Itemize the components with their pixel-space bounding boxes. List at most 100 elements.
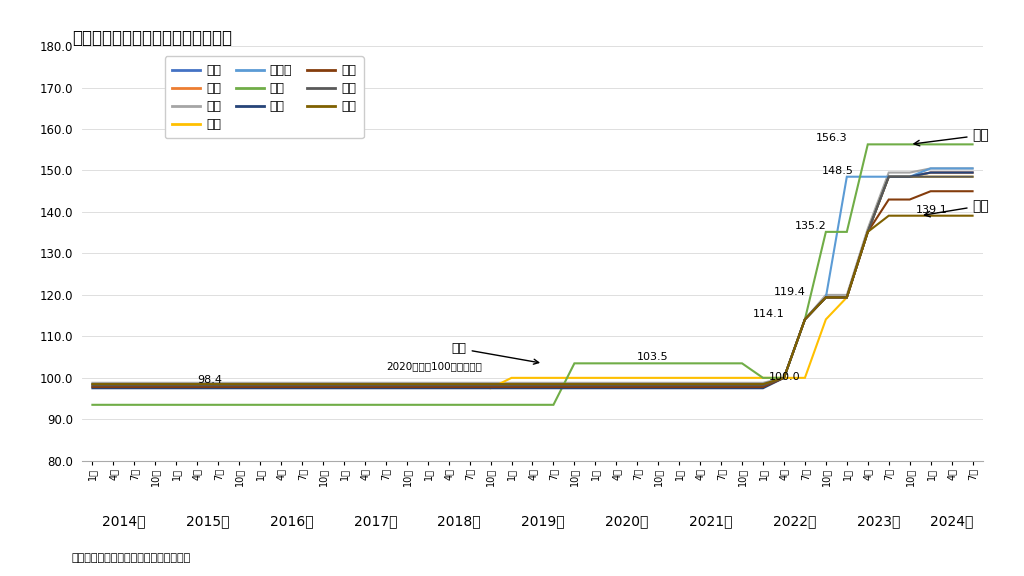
大阪: [778, 374, 791, 381]
那覇: [128, 381, 140, 388]
新潟: [883, 173, 895, 180]
福岡: [274, 382, 287, 389]
名古屋: [568, 381, 581, 388]
仙台: [170, 381, 182, 388]
高松: [232, 384, 245, 391]
福岡: [715, 382, 727, 389]
名古屋: [652, 381, 665, 388]
福岡: [757, 382, 769, 389]
新潟: [358, 381, 371, 388]
広島: [547, 385, 559, 392]
札幌: [296, 382, 308, 389]
高松: [631, 384, 643, 391]
福岡: [673, 382, 685, 389]
札幌: [778, 374, 791, 381]
高松: [150, 384, 162, 391]
広島: [400, 385, 413, 392]
広島: [422, 385, 434, 392]
大阪: [757, 374, 769, 381]
東京: [967, 165, 979, 172]
福岡: [631, 382, 643, 389]
那覇: [526, 381, 539, 388]
東京: [715, 380, 727, 386]
東京: [925, 165, 937, 172]
仙台: [526, 381, 539, 388]
新潟: [442, 381, 455, 388]
東京: [631, 380, 643, 386]
那覇: [400, 381, 413, 388]
仙台: [464, 381, 476, 388]
札幌: [610, 382, 623, 389]
那覇: [568, 381, 581, 388]
仙台: [903, 173, 915, 180]
仙台: [150, 381, 162, 388]
高松: [338, 384, 350, 391]
広島: [380, 385, 392, 392]
広島: [820, 294, 833, 301]
大阪: [903, 141, 915, 148]
仙台: [883, 173, 895, 180]
高松: [108, 384, 120, 391]
新潟: [380, 381, 392, 388]
Line: 広島: 広島: [92, 173, 973, 388]
高松: [945, 188, 957, 195]
東京: [464, 380, 476, 386]
仙台: [547, 381, 559, 388]
那覇: [191, 381, 204, 388]
福岡: [442, 382, 455, 389]
Text: 139.1: 139.1: [916, 205, 948, 215]
札幌: [150, 382, 162, 389]
大阪: [945, 141, 957, 148]
仙台: [610, 381, 623, 388]
大阪: [861, 141, 873, 148]
新潟: [296, 381, 308, 388]
名古屋: [967, 165, 979, 172]
新潟: [861, 229, 873, 236]
東京: [254, 380, 266, 386]
新潟: [799, 374, 811, 381]
広島: [191, 385, 204, 392]
東京: [547, 380, 559, 386]
那覇: [903, 212, 915, 219]
福岡: [799, 316, 811, 323]
大阪: [442, 401, 455, 408]
高松: [861, 229, 873, 236]
Text: 2020年度＝100とした指数: 2020年度＝100とした指数: [386, 362, 481, 372]
札幌: [380, 382, 392, 389]
名古屋: [610, 381, 623, 388]
広島: [464, 385, 476, 392]
高松: [212, 384, 224, 391]
名古屋: [799, 316, 811, 323]
札幌: [464, 382, 476, 389]
札幌: [128, 382, 140, 389]
広島: [778, 374, 791, 381]
福岡: [861, 229, 873, 236]
広島: [86, 385, 98, 392]
名古屋: [108, 381, 120, 388]
名古屋: [778, 374, 791, 381]
札幌: [861, 229, 873, 236]
名古屋: [945, 165, 957, 172]
大阪: [86, 401, 98, 408]
福岡: [967, 173, 979, 180]
那覇: [380, 381, 392, 388]
大阪: [316, 401, 329, 408]
札幌: [400, 382, 413, 389]
福岡: [150, 382, 162, 389]
仙台: [422, 381, 434, 388]
広島: [526, 385, 539, 392]
東京: [108, 380, 120, 386]
新潟: [526, 374, 539, 381]
名古屋: [232, 381, 245, 388]
仙台: [506, 381, 518, 388]
名古屋: [274, 381, 287, 388]
高松: [757, 384, 769, 391]
札幌: [715, 382, 727, 389]
Line: 福岡: 福岡: [92, 177, 973, 385]
新潟: [150, 381, 162, 388]
広島: [108, 385, 120, 392]
札幌: [232, 382, 245, 389]
東京: [484, 380, 497, 386]
名古屋: [757, 381, 769, 388]
広島: [673, 385, 685, 392]
